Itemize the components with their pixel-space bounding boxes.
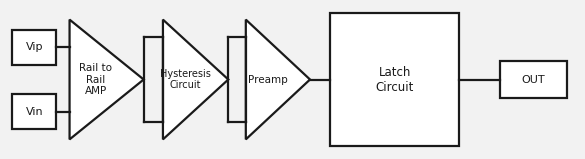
FancyBboxPatch shape: [12, 30, 56, 65]
Text: Vin: Vin: [25, 107, 43, 117]
Text: Latch
Circuit: Latch Circuit: [376, 66, 414, 93]
Polygon shape: [70, 20, 144, 139]
Text: Rail to
Rail
AMP: Rail to Rail AMP: [80, 63, 112, 96]
Polygon shape: [163, 20, 228, 139]
Text: Vip: Vip: [26, 42, 43, 52]
Text: OUT: OUT: [521, 75, 545, 84]
Polygon shape: [246, 20, 310, 139]
FancyBboxPatch shape: [500, 61, 567, 98]
Text: Hysteresis
Circuit: Hysteresis Circuit: [160, 69, 211, 90]
FancyBboxPatch shape: [331, 13, 459, 146]
FancyBboxPatch shape: [12, 94, 56, 129]
Text: Preamp: Preamp: [248, 75, 288, 84]
